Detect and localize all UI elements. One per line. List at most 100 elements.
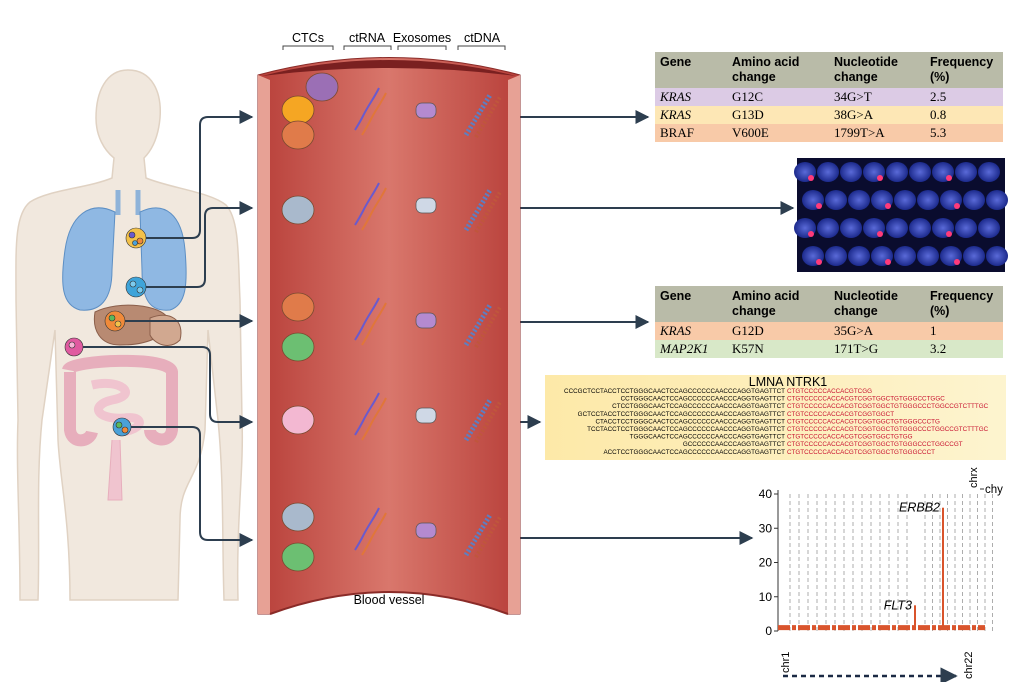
nucleus [978,162,1000,182]
sequence-title: LMNA NTRK1 [749,375,828,389]
cell: 34G>T [834,89,872,104]
nucleus [817,162,839,182]
nucleus [917,246,939,266]
column-label: CTCs [292,31,324,45]
nucleus [909,218,931,238]
vessel-label: Blood vessel [354,593,425,607]
sequence-left: CTACCTCCTGGGCAACTCCAGCCCCCCAACCCAGGTGAGT… [596,418,786,425]
nucleus [986,246,1008,266]
cell [281,502,315,532]
y-tick-label: 0 [765,624,772,638]
exosome [415,102,437,119]
rna [354,507,380,551]
cell [281,542,315,572]
cell [281,292,315,322]
mutation-table: Gene Amino acid change Nucleotide change Fr… [655,286,1003,358]
signal [954,259,960,265]
cell: KRAS [660,89,692,104]
fluorescence-image [794,158,1008,272]
chy-label: chy [985,484,1003,496]
header-cell: Nucleotide change [829,52,925,88]
rna [361,92,387,136]
blood-vessel [257,57,521,615]
nucleus [986,190,1008,210]
sequence-left: CTCCTGGGCAACTCCAGCCCCCCAACCCAGGTGAGTTCT [612,403,785,410]
exosome [415,407,437,424]
header-brackets [282,45,506,50]
cell: 5.3 [930,125,947,140]
cell: 1799T>A [834,125,885,140]
rna [361,187,387,231]
body-illustration [15,69,244,601]
rna [354,87,380,131]
gene-label: ERBB2 [899,501,940,515]
signal [954,203,960,209]
cell: K57N [732,341,764,356]
cell: G13D [732,107,764,122]
signal [885,203,891,209]
cell [281,332,315,362]
cell: BRAF [660,125,694,140]
nucleus [840,218,862,238]
cell: G12D [732,323,764,338]
exosome [415,197,437,214]
sequence-right: CTGTCCCCCACCACGTCGGTGGCTGTGGGCCCTGGCCGTC… [787,426,989,433]
cell [281,95,315,125]
header-cell: Frequency (%) [925,286,1003,322]
header-cell: Amino acid change [727,52,829,88]
chrx-label: chrx [968,467,980,488]
column-label: Exosomes [393,31,451,45]
nucleus [840,162,862,182]
header-cell: Gene [655,52,727,88]
exosome [415,522,437,539]
sequence-right: CTGTCCCCCACCACGTCGGTGGCTGTGGGCCCTGGCCGTC… [787,403,989,410]
connectors [83,110,795,547]
cell: KRAS [660,323,692,338]
mutation-table: Gene Amino acid change Nucleotide change Fr… [655,52,1003,142]
column-label: ctDNA [464,31,501,45]
nucleus [825,246,847,266]
signal [808,175,814,181]
rna [361,512,387,556]
sequence-left: CCCGCTCCTACCTCCTGGGCAACTCCAGCCCCCCAACCCA… [564,388,785,395]
sequence-right: CTGTCCCCCACCACGTCGGTGGCT [787,411,894,418]
cell: G12C [732,89,764,104]
nucleus [917,190,939,210]
signal [946,175,952,181]
sequence-left: TGGGCAACTCCAGCCCCCCAACCCAGGTGAGTTCT [630,434,785,441]
rna [354,297,380,341]
signal [885,259,891,265]
nucleus [955,218,977,238]
signal [877,231,883,237]
nucleus [886,162,908,182]
signal [877,175,883,181]
y-tick-label: 10 [759,590,773,604]
rna [354,182,380,226]
x-start-label: chr1 [780,652,792,673]
cell: 35G>A [834,323,874,338]
nucleus [848,246,870,266]
signal [816,203,822,209]
table-row: MAP2K1 K57N 171T>G 3.2 [655,340,1003,358]
header-cell: Amino acid change [727,286,829,322]
table-header: Gene Amino acid change Nucleotide change Fr… [655,286,1003,322]
header-cell: Nucleotide change [829,286,925,322]
rna [361,302,387,346]
cell: 171T>G [834,341,879,356]
nucleus [886,218,908,238]
sequence-left: ACCTCCTGGGCAACTCCAGCCCCCCAACCCAGGTGAGTTC… [603,449,785,456]
sequence-left: CCTGGGCAACTCCAGCCCCCCAACCCAGGTGAGTTCT [621,396,786,403]
cell [281,405,315,435]
sequence-right: CTGTCCCCCACCACGTCGGTGGCTGTGGGCCCTGGCCGT [787,441,963,448]
sequence-right: CTGTCCCCCACCACGTCGGTGGCTGTGGGCCCTG [787,418,940,425]
nucleus [909,162,931,182]
sequence-right: CTGTCCCCCACCACGTCGGTGGCTGTGGGCCTGGC [787,396,945,403]
nucleus [963,246,985,266]
table-row: KRAS G12D 35G>A 1 [655,322,1003,340]
y-tick-label: 20 [759,556,773,570]
table-row: KRAS G12C 34G>T 2.5 [655,88,1003,106]
header-cell: Gene [655,286,727,322]
cell [281,195,315,225]
table-header: Gene Amino acid change Nucleotide change Fr… [655,52,1003,88]
